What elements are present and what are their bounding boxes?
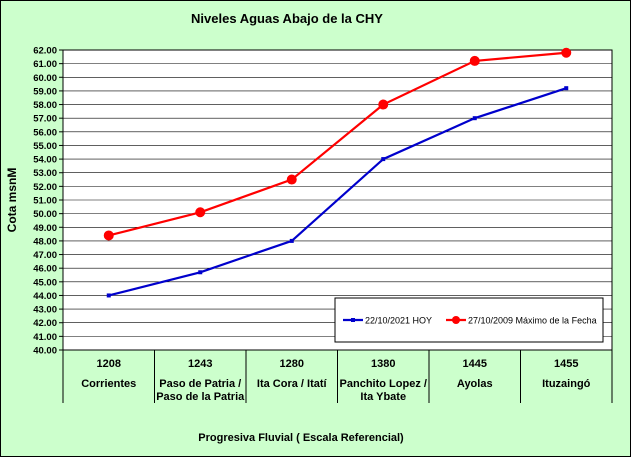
- y-tick-label: 45.00: [33, 277, 57, 288]
- y-tick-label: 50.00: [33, 209, 57, 220]
- x-tick-km: 1455: [554, 358, 578, 370]
- x-tick-place: Paso de Patria /: [159, 378, 241, 390]
- x-tick-place-2: Paso de la Patria: [156, 391, 245, 403]
- data-point: [469, 55, 480, 66]
- legend-label: 27/10/2009 Máximo de la Fecha: [468, 316, 597, 326]
- y-tick-label: 56.00: [33, 127, 57, 138]
- legend-label: 22/10/2021 HOY: [365, 316, 432, 326]
- x-axis-label: Progresiva Fluvial ( Escala Referencial): [198, 432, 404, 444]
- y-tick-label: 58.00: [33, 100, 57, 111]
- y-tick-label: 46.00: [33, 264, 57, 275]
- y-tick-label: 47.00: [33, 250, 57, 261]
- y-tick-label: 60.00: [33, 73, 57, 84]
- legend-swatch-marker: [351, 318, 355, 322]
- y-tick-label: 51.00: [33, 196, 57, 207]
- series-line: [108, 51, 567, 237]
- data-point: [472, 116, 477, 121]
- y-axis-ticks: 40.00 41.00 42.00 43.00 44.00 45.00 46.00 47.00…: [33, 46, 63, 357]
- y-tick-label: 55.00: [33, 141, 57, 152]
- data-point: [106, 293, 111, 298]
- y-tick-label: 44.00: [33, 291, 57, 302]
- data-point: [378, 99, 389, 110]
- y-tick-label: 48.00: [33, 236, 57, 247]
- y-tick-label: 52.00: [33, 182, 57, 193]
- x-tick-place: Ayolas: [457, 378, 493, 390]
- x-tick-place: Corrientes: [81, 378, 136, 390]
- y-tick-label: 61.00: [33, 59, 57, 70]
- x-tick-place: Ita Cora / Itatí: [257, 378, 328, 390]
- data-point: [195, 207, 206, 218]
- y-axis-label: Cota msnM: [5, 168, 19, 233]
- data-point: [198, 270, 203, 275]
- series-0: [106, 86, 569, 298]
- x-tick-km: 1380: [371, 358, 395, 370]
- x-tick-km: 1280: [280, 358, 304, 370]
- y-tick-label: 49.00: [33, 223, 57, 234]
- series-line: [108, 87, 567, 297]
- legend: 22/10/2021 HOY 27/10/2009 Máximo de la Fe…: [334, 297, 604, 343]
- y-tick-label: 42.00: [33, 318, 57, 329]
- data-point: [381, 157, 386, 162]
- x-tick-km: 1243: [188, 358, 212, 370]
- x-axis-category-table: 1208 Corrientes 1243 Paso de Patria /Paso d…: [62, 350, 613, 403]
- y-tick-label: 41.00: [33, 332, 57, 343]
- legend-box: [334, 297, 604, 343]
- x-tick-place: Panchito Lopez /: [340, 378, 427, 390]
- x-tick-km: 1208: [97, 358, 121, 370]
- y-tick-label: 59.00: [33, 86, 57, 97]
- y-tick-label: 54.00: [33, 155, 57, 166]
- data-point: [564, 86, 569, 91]
- y-tick-label: 57.00: [33, 114, 57, 125]
- data-point: [289, 238, 294, 243]
- y-tick-label: 40.00: [33, 346, 57, 357]
- chart-title: Niveles Aguas Abajo de la CHY: [191, 11, 383, 26]
- data-point: [561, 47, 572, 58]
- y-tick-label: 53.00: [33, 168, 57, 179]
- data-point: [286, 174, 297, 185]
- legend-swatch-marker: [452, 316, 460, 324]
- x-tick-km: 1445: [463, 358, 487, 370]
- x-tick-place-2: Ita Ybate: [360, 391, 406, 403]
- y-tick-label: 43.00: [33, 305, 57, 316]
- data-point: [103, 230, 114, 241]
- series-1: [103, 47, 572, 241]
- x-tick-place: Ituzaingó: [542, 378, 591, 390]
- y-tick-label: 62.00: [33, 46, 57, 57]
- series-lines: [103, 47, 572, 298]
